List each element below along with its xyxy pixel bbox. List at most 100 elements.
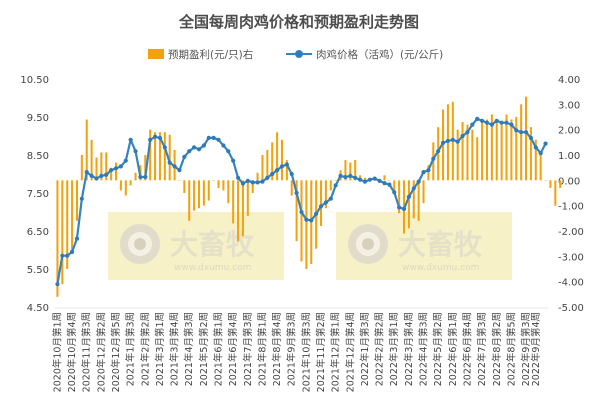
- x-tick-label: 2022年5月第2周: [432, 312, 444, 386]
- price-point: [401, 206, 407, 212]
- price-point: [192, 145, 197, 150]
- profit-bar: [466, 124, 469, 181]
- price-point: [357, 177, 363, 182]
- chart-title: 全国每周肉鸡价格和预期盈利走势图: [178, 13, 419, 31]
- y-right-tick-label: -1.00: [558, 202, 584, 213]
- profit-bar: [398, 180, 401, 214]
- price-point: [528, 135, 534, 140]
- profit-bar: [529, 127, 532, 181]
- price-point: [187, 149, 192, 154]
- price-point: [523, 130, 529, 135]
- profit-bar: [300, 180, 303, 262]
- y-right-tick-label: 2.00: [558, 126, 580, 137]
- price-point: [299, 209, 304, 215]
- profit-bar: [383, 175, 386, 181]
- profit-bar: [276, 132, 279, 181]
- price-point: [343, 174, 348, 180]
- price-point: [240, 181, 246, 186]
- x-tick-label: 2020年12月第2周: [95, 312, 107, 392]
- price-point: [270, 171, 275, 177]
- price-point: [211, 135, 216, 140]
- price-point: [406, 194, 411, 199]
- y-axis-right: -5.00 -4.00 -3.00 -2.00 -1.00 0.00 1.00 2.00 3.0…: [558, 75, 584, 314]
- x-tick-label: 2022年6月第1周: [447, 312, 459, 386]
- legend-bar-label: 预期盈利(元/只)右: [168, 48, 253, 61]
- profit-bar: [56, 180, 59, 297]
- y-right-tick-label: 0.00: [558, 176, 580, 187]
- profit-bar: [134, 172, 137, 181]
- profit-bar: [237, 180, 240, 242]
- price-point: [392, 190, 397, 195]
- price-point: [480, 118, 485, 123]
- profit-bar: [285, 160, 288, 181]
- legend-line-label: 肉鸡价格（活鸡）(元/公斤): [316, 48, 443, 61]
- profit-bar: [515, 117, 518, 181]
- price-point: [260, 179, 265, 184]
- profit-bar: [271, 142, 274, 181]
- profit-bar: [66, 180, 69, 269]
- profit-bar: [510, 119, 513, 181]
- profit-bar: [320, 180, 323, 226]
- price-point: [94, 176, 99, 181]
- price-point: [196, 147, 202, 152]
- price-point: [143, 174, 148, 180]
- price-point: [289, 171, 294, 177]
- price-point: [387, 182, 392, 187]
- price-point: [84, 170, 89, 175]
- profit-bar: [344, 160, 347, 181]
- price-point: [323, 200, 329, 205]
- profit-bar: [490, 114, 493, 181]
- profit-bar: [90, 139, 93, 181]
- profit-bar: [256, 172, 259, 181]
- profit-bar: [85, 119, 88, 181]
- profit-bar: [266, 149, 269, 181]
- profit-bar: [534, 139, 537, 181]
- profit-bar: [202, 180, 205, 206]
- price-point: [221, 143, 226, 148]
- price-point: [514, 128, 519, 133]
- profit-bar: [500, 124, 503, 181]
- price-point: [362, 179, 368, 184]
- x-tick-label: 2021年8月第4周: [271, 312, 283, 386]
- profit-bar: [495, 122, 498, 181]
- profit-bar: [158, 132, 161, 181]
- x-tick-label: 2021年6月第1周: [213, 312, 225, 386]
- price-point: [99, 173, 104, 178]
- profit-bar: [154, 132, 157, 181]
- price-point: [489, 122, 494, 127]
- price-point: [440, 140, 446, 145]
- y-right-tick-label: -3.00: [558, 252, 584, 263]
- profit-bar: [427, 165, 430, 181]
- x-tick-label: 2022年8月第5周: [505, 312, 517, 386]
- profit-bar: [349, 162, 352, 181]
- x-tick-label: 2022年6月第4周: [461, 312, 473, 386]
- profit-bar: [549, 180, 552, 188]
- price-point: [416, 179, 421, 184]
- price-point: [538, 151, 543, 156]
- x-tick-label: 2022年9月第3周: [520, 312, 532, 386]
- price-point: [465, 130, 470, 135]
- price-point: [377, 178, 382, 183]
- legend-line-marker: [295, 50, 303, 58]
- y-left-tick-label: 8.50: [27, 151, 49, 162]
- price-point: [450, 137, 455, 142]
- profit-bar: [129, 180, 132, 186]
- profit-bar: [168, 134, 171, 181]
- price-point: [109, 168, 114, 173]
- watermarks: 大畜牧 www.dxumu.com 大畜牧 www.dxumu.com: [108, 212, 512, 280]
- price-point: [470, 122, 475, 127]
- profit-bar: [110, 167, 113, 181]
- price-point: [118, 164, 123, 169]
- profit-bar: [305, 180, 308, 269]
- price-point: [274, 168, 280, 173]
- price-point: [314, 211, 319, 216]
- x-tick-label: 2021年9月第3周: [286, 312, 298, 386]
- x-tick-label: 2022年7月第3周: [476, 312, 488, 386]
- profit-bar: [412, 180, 415, 219]
- price-point: [294, 190, 299, 196]
- profit-bar: [456, 129, 459, 181]
- profit-bar: [241, 180, 244, 237]
- price-point: [104, 172, 109, 177]
- price-point: [167, 160, 172, 165]
